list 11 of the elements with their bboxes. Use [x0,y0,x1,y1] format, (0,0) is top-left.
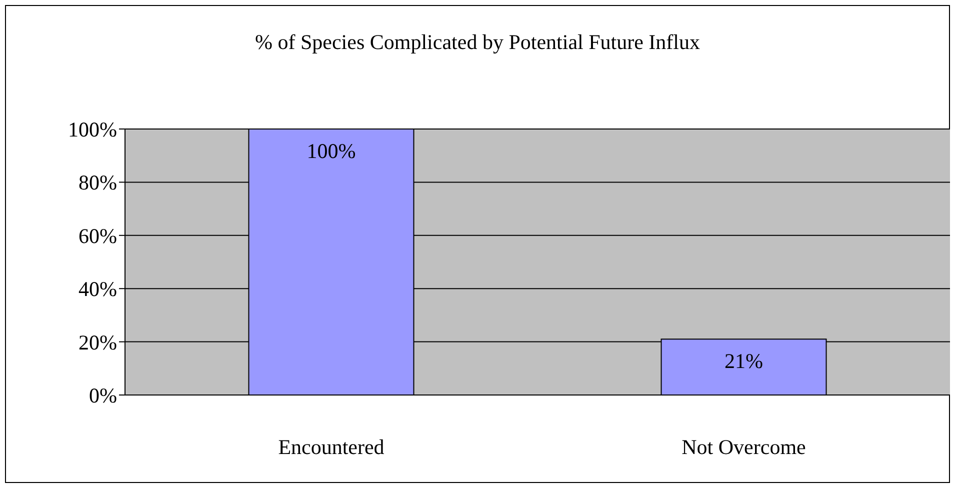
data-label: 21% [724,349,763,374]
y-tick-label: 60% [78,224,117,248]
x-tick-label: Not Overcome [682,434,806,459]
chart-title: % of Species Complicated by Potential Future Influx [254,30,701,55]
y-tick-label: 20% [78,330,117,354]
y-tick-label: 40% [78,277,117,302]
x-tick-label: Encountered [278,434,385,459]
data-label: 100% [306,138,356,163]
y-tick-label: 100% [68,117,117,142]
y-tick-label: 80% [78,170,117,195]
y-tick-label: 0% [89,383,117,408]
